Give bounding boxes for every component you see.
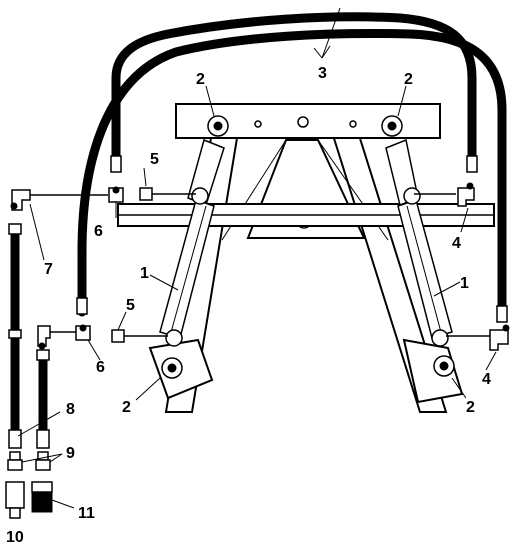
callout-2d: 2 <box>466 399 475 416</box>
left-cylinder <box>159 115 229 379</box>
a-frame <box>117 103 495 413</box>
callout-3: 3 <box>318 65 327 82</box>
callout-4b: 4 <box>482 371 491 388</box>
right-elbow-fittings <box>457 182 510 351</box>
long-hoses <box>77 12 507 323</box>
tee-fittings <box>75 186 124 341</box>
hose-end-fittings <box>76 155 508 323</box>
leader-lines <box>17 7 497 509</box>
callout-2b: 2 <box>404 71 413 88</box>
callout-2c: 2 <box>122 399 131 416</box>
callout-6b: 6 <box>96 359 105 376</box>
callout-5a: 5 <box>150 151 159 168</box>
callout-6a: 6 <box>94 223 103 240</box>
callout-9: 9 <box>66 445 75 462</box>
short-hoses <box>8 223 50 449</box>
callout-1a: 1 <box>140 265 149 282</box>
right-cylinder <box>381 115 455 377</box>
callout-labels: 3 2 2 5 6 7 4 1 1 5 6 2 4 2 8 9 11 10 <box>6 65 491 546</box>
callout-8: 8 <box>66 401 75 418</box>
nipple-fittings <box>7 451 51 471</box>
left-elbow-fittings <box>10 189 51 350</box>
callout-1b: 1 <box>460 275 469 292</box>
callout-11: 11 <box>78 505 95 522</box>
callout-5b: 5 <box>126 297 135 314</box>
couplers <box>5 481 53 519</box>
callout-7: 7 <box>44 261 53 278</box>
callout-4a: 4 <box>452 235 461 252</box>
steel-lines <box>30 193 494 337</box>
callout-10: 10 <box>6 529 24 546</box>
callout-2a: 2 <box>196 71 205 88</box>
